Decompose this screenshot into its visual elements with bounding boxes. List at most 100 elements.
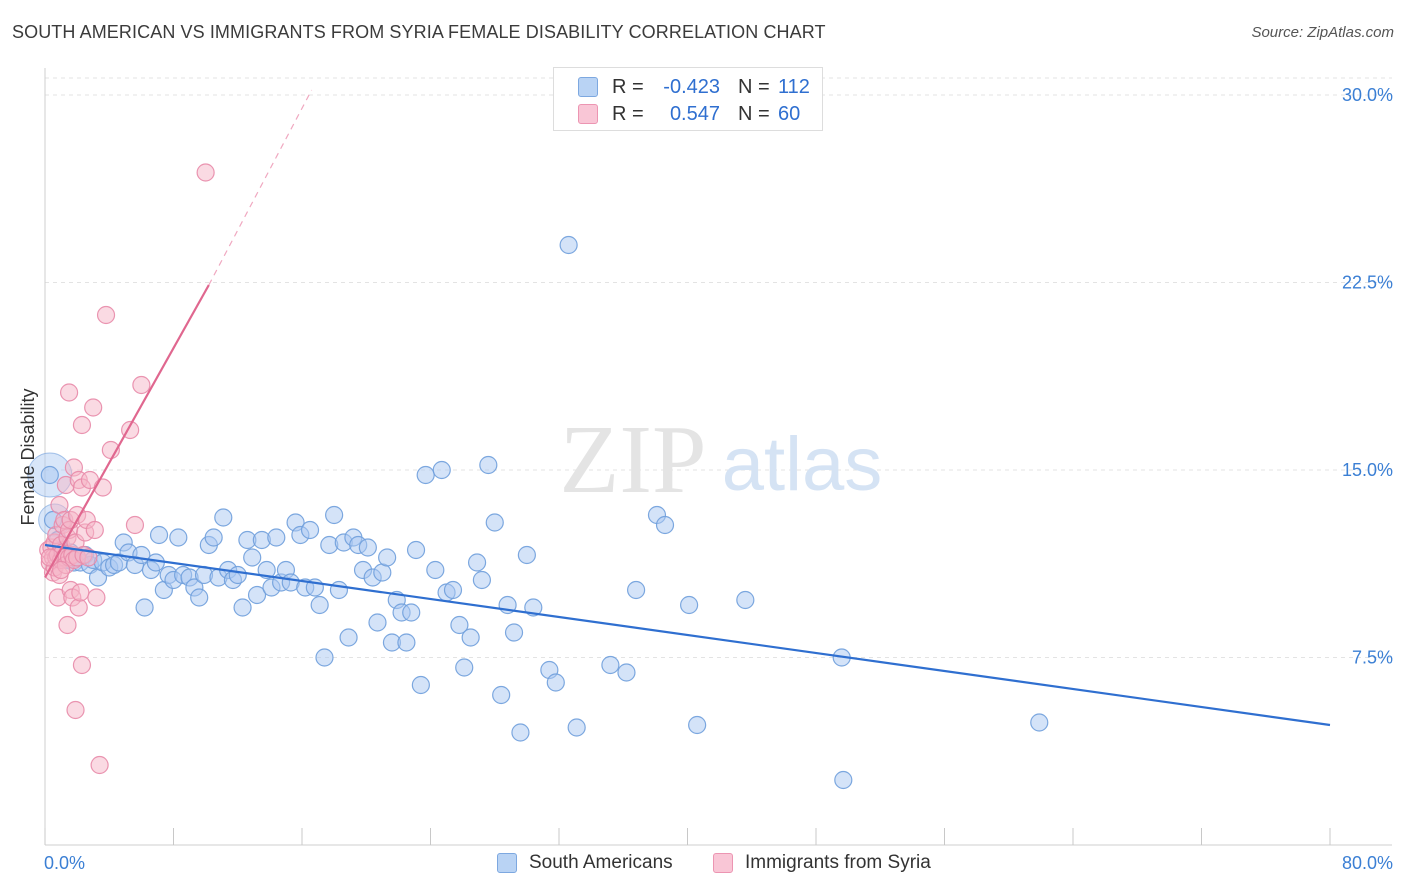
- south-americans-point: [680, 595, 699, 615]
- syria-point: [72, 415, 92, 435]
- series-legend: South Americans Immigrants from Syria: [0, 852, 1406, 878]
- south-americans-point: [204, 528, 223, 547]
- south-americans-point: [228, 565, 247, 585]
- south-americans-point: [479, 455, 498, 475]
- south-americans-point: [146, 553, 165, 572]
- syria-point: [196, 163, 215, 182]
- south-americans-point: [559, 235, 578, 255]
- south-americans-point: [325, 505, 344, 525]
- south-americans-point: [40, 465, 59, 485]
- south-americans-point: [511, 723, 530, 742]
- south-americans-point: [485, 513, 504, 532]
- legend-row-syria: R = 0.547 N = 60: [578, 102, 800, 126]
- south-americans-point: [426, 560, 445, 580]
- south-americans-point: [443, 580, 463, 600]
- legend-r-label: R =: [612, 102, 644, 125]
- grid-layer: [45, 77, 1392, 658]
- legend-r-label: R =: [612, 75, 644, 98]
- points-layer: [27, 163, 1049, 790]
- south-americans-point: [1030, 713, 1049, 732]
- south-americans-point: [402, 603, 421, 622]
- south-americans-point: [736, 590, 755, 610]
- south-americans-point: [190, 588, 209, 607]
- axis-layer: 7.5% 15.0% 22.5% 30.0% 0.0% 80.0%: [44, 68, 1393, 873]
- south-americans-point: [461, 628, 480, 647]
- south-americans-point: [626, 580, 646, 600]
- south-americans-point: [397, 633, 416, 652]
- south-americans-point: [267, 528, 286, 547]
- south-americans-point: [300, 520, 320, 540]
- south-americans-point: [358, 538, 377, 557]
- series-legend-label: Immigrants from Syria: [745, 852, 931, 873]
- series-swatch-blue: [497, 853, 517, 873]
- south-americans-point: [546, 673, 565, 692]
- south-americans-point: [233, 598, 252, 617]
- south-americans-point: [135, 598, 154, 617]
- syria-point: [87, 588, 106, 607]
- series-legend-label: South Americans: [529, 852, 673, 873]
- syria-point: [71, 583, 90, 602]
- south-americans-point: [416, 465, 435, 485]
- south-americans-point: [450, 615, 469, 635]
- y-tick-label: 22.5%: [1342, 273, 1393, 293]
- south-americans-point: [432, 460, 451, 480]
- correlation-legend: R = -0.423 N = 112 R = 0.547 N = 60: [553, 67, 823, 131]
- south-americans-point: [406, 540, 426, 560]
- y-tick-label: 15.0%: [1342, 460, 1393, 480]
- chart-title: SOUTH AMERICAN VS IMMIGRANTS FROM SYRIA …: [12, 22, 826, 42]
- source-credit: Source: ZipAtlas.com: [1251, 24, 1394, 41]
- south-americans-point: [655, 515, 675, 535]
- south-americans-point: [455, 658, 474, 677]
- syria-point: [85, 520, 104, 540]
- south-americans-point: [368, 613, 387, 632]
- watermark-zip: ZIP: [560, 406, 707, 514]
- south-americans-point: [310, 595, 329, 615]
- trend-layer: [44, 89, 1331, 727]
- syria-point: [132, 375, 151, 395]
- south-americans-point: [504, 623, 524, 642]
- legend-n-label: N =: [738, 75, 770, 98]
- south-americans-point: [243, 548, 262, 567]
- south-americans-point: [601, 655, 620, 675]
- south-americans-point: [567, 718, 586, 737]
- south-americans-trendline: [44, 543, 1331, 727]
- legend-r-value: -0.423: [663, 75, 720, 98]
- south-americans-point: [214, 508, 233, 527]
- syria-point: [72, 655, 92, 675]
- legend-n-value: 60: [778, 102, 801, 125]
- south-americans-point: [247, 585, 267, 605]
- south-americans-point: [472, 570, 491, 590]
- y-tick-label: 7.5%: [1352, 648, 1393, 668]
- south-americans-point: [169, 528, 188, 547]
- south-americans-point: [617, 663, 636, 682]
- south-americans-point: [688, 715, 707, 735]
- legend-r-value: 0.547: [669, 102, 720, 125]
- legend-row-south-americans: R = -0.423 N = 112: [578, 75, 810, 99]
- series-legend-south-americans: South Americans: [497, 852, 673, 874]
- watermark-atlas: atlas: [722, 422, 883, 507]
- legend-n-label: N =: [738, 102, 770, 125]
- syria-point: [66, 700, 85, 720]
- y-tick-label: 30.0%: [1342, 85, 1393, 105]
- south-americans-point: [411, 675, 430, 695]
- syria-point: [51, 560, 71, 580]
- syria-point: [96, 305, 116, 325]
- series-legend-syria: Immigrants from Syria: [713, 852, 931, 874]
- syria-trendline-extension: [208, 89, 313, 286]
- syria-point: [69, 598, 88, 617]
- y-axis-label: Female Disability: [18, 388, 38, 525]
- south-americans-point: [257, 560, 276, 580]
- syria-point: [50, 495, 69, 515]
- south-americans-point: [373, 563, 392, 582]
- legend-swatch-blue: [578, 77, 598, 97]
- x-tick-label: 0.0%: [44, 853, 85, 873]
- south-americans-point: [329, 580, 349, 600]
- syria-point: [125, 515, 145, 535]
- south-americans-point: [315, 648, 334, 667]
- south-americans-point: [517, 545, 536, 565]
- syria-point: [93, 478, 112, 497]
- legend-n-value: 112: [778, 75, 810, 98]
- south-americans-point: [492, 685, 511, 705]
- syria-trendline: [44, 284, 210, 579]
- series-swatch-pink: [713, 853, 733, 873]
